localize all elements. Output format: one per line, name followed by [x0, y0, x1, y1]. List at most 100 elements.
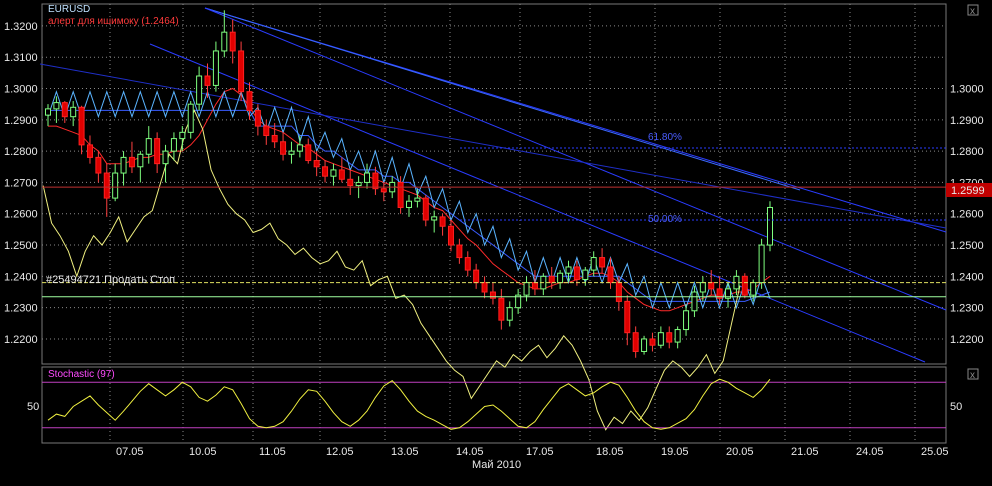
candle-body: [699, 282, 706, 293]
candle-body: [397, 181, 404, 208]
x-tick: 19.05: [661, 446, 689, 458]
y-tick-left: 1.2600: [4, 209, 38, 221]
candle-body: [565, 266, 572, 274]
candle-body: [456, 244, 463, 259]
horizontal-levels: [42, 147, 946, 298]
candle-body: [464, 257, 471, 271]
close-stoch-icon[interactable]: x: [967, 368, 979, 381]
candle-body: [691, 291, 698, 312]
candle-body: [212, 50, 219, 86]
x-tick: 25.05: [921, 446, 949, 458]
candle-body: [498, 297, 505, 321]
candle-body: [322, 166, 329, 177]
candle-body: [506, 307, 513, 321]
candle-body: [347, 178, 354, 187]
candle-body: [70, 106, 77, 118]
cloud-line: [47, 90, 771, 310]
x-tick: 24.05: [856, 446, 884, 458]
candle-body: [372, 172, 379, 190]
y-tick-right: 1.2900: [950, 115, 984, 127]
candle-body: [414, 197, 421, 202]
regression-channel: [39, 7, 947, 363]
candle-body: [296, 144, 303, 152]
candle-body: [45, 108, 51, 116]
candle-body: [683, 310, 690, 331]
candle-body: [355, 181, 362, 187]
candle-body: [607, 266, 614, 284]
fib-50-label: 50.00%: [648, 214, 682, 225]
candle-body: [716, 288, 723, 299]
y-tick-left: 1.2700: [4, 177, 38, 189]
channel-line: [149, 43, 926, 363]
y-tick-left: 1.3200: [4, 21, 38, 33]
candle-body: [573, 266, 580, 280]
candle-body: [431, 216, 438, 221]
main-panel-frame: [41, 3, 947, 365]
candle-body: [447, 225, 454, 246]
stoch-panel-frame: [41, 366, 947, 444]
close-panel-icon[interactable]: x: [967, 4, 979, 17]
candle-body: [599, 257, 606, 268]
candle-body: [657, 332, 664, 346]
candle-body: [271, 134, 278, 143]
candle-body: [481, 282, 488, 293]
time-axis: 07.05 10.05 11.05 12.05 13.05 14.05 17.05 18.05…: [116, 446, 949, 458]
stochastic-panel: [42, 378, 946, 430]
price-tag: [946, 183, 992, 197]
month-label: Май 2010: [472, 459, 521, 471]
candle-body: [666, 332, 673, 343]
candle-body: [531, 282, 538, 290]
candle-body: [364, 172, 371, 183]
candle-body: [263, 125, 270, 136]
candle-body: [489, 291, 496, 299]
y-tick-right: 1.2600: [950, 209, 984, 221]
y-tick-left: 1.2900: [4, 115, 38, 127]
candle-body: [422, 197, 429, 221]
candle-body: [439, 216, 446, 227]
y-tick-left: 1.3000: [4, 84, 38, 96]
channel-line: [204, 7, 947, 311]
order-label: #25494721 Продать Стоп: [46, 274, 175, 286]
y-tick-left: 1.2400: [4, 271, 38, 283]
grid: [42, 4, 946, 443]
y-tick-right: 1.2400: [950, 271, 984, 283]
candle-body: [767, 206, 773, 246]
candle-body: [280, 141, 287, 155]
x-tick: 12.05: [326, 446, 354, 458]
candle-body: [330, 169, 337, 177]
candle-body: [162, 150, 169, 165]
y-tick-right: 1.2300: [950, 303, 984, 315]
candle-body: [674, 329, 681, 343]
candle-body: [179, 131, 186, 140]
candle-body: [288, 150, 295, 155]
y-tick-left: 1.2800: [4, 146, 38, 158]
candle-body: [187, 103, 194, 133]
candle-body: [406, 200, 412, 208]
candle-body: [103, 172, 110, 199]
price-tag-text: 1.2599: [951, 185, 985, 197]
x-tick: 13.05: [391, 446, 419, 458]
candle-body: [61, 102, 68, 118]
x-tick: 20.05: [726, 446, 754, 458]
candle-body: [254, 109, 261, 127]
svg-text:x: x: [970, 370, 975, 381]
candle-body: [313, 160, 320, 168]
y-tick-left: 1.3100: [4, 52, 38, 64]
x-tick: 21.05: [791, 446, 819, 458]
candle-body: [548, 275, 555, 284]
candle-body: [120, 156, 127, 174]
candle-body: [649, 338, 656, 346]
candle-body: [221, 31, 228, 52]
candle-body: [557, 272, 564, 284]
candle-body: [154, 138, 161, 165]
candle-body: [170, 138, 177, 152]
candle-body: [145, 138, 152, 155]
candle-body: [741, 275, 748, 296]
stochastic-line: [47, 378, 771, 430]
candle-body: [238, 50, 245, 93]
candle-body: [624, 300, 631, 334]
candle-body: [95, 156, 102, 174]
candle-body: [53, 102, 60, 110]
candle-body: [128, 156, 135, 168]
